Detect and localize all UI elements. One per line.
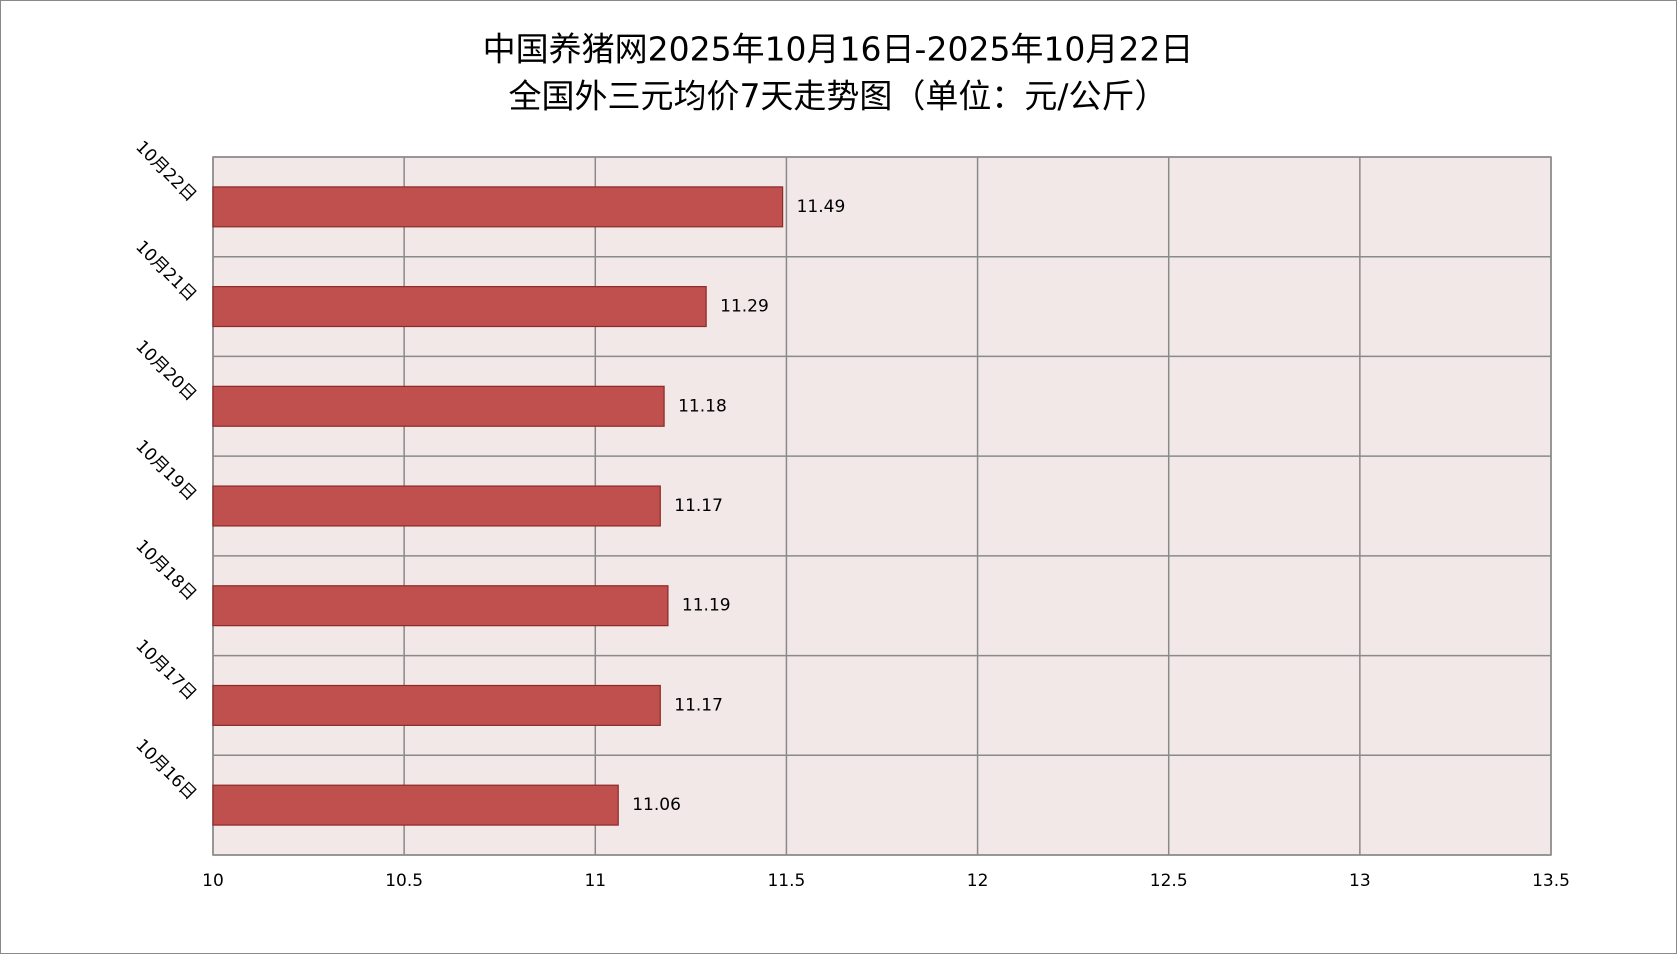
bar — [212, 286, 707, 328]
value-label: 11.18 — [678, 396, 727, 416]
value-label: 11.06 — [632, 795, 681, 815]
x-tick-label: 12.5 — [1150, 871, 1188, 891]
chart-title: 全国外三元均价7天走势图（单位：元/公斤） — [508, 77, 1167, 116]
value-label: 11.29 — [720, 297, 769, 317]
bar — [212, 684, 661, 726]
bar — [212, 385, 665, 427]
x-tick-label: 10.5 — [385, 871, 423, 891]
x-tick-label: 12 — [967, 871, 989, 891]
bar — [212, 585, 669, 627]
x-tick-label: 11.5 — [767, 871, 805, 891]
bar — [212, 186, 784, 228]
x-tick-label: 13.5 — [1532, 871, 1570, 891]
x-tick-label: 13 — [1349, 871, 1371, 891]
value-label: 11.17 — [674, 695, 723, 715]
bar — [212, 485, 661, 527]
value-label: 11.17 — [674, 496, 723, 516]
x-tick-label: 11 — [584, 871, 606, 891]
value-label: 11.19 — [682, 596, 731, 616]
chart-title: 中国养猪网2025年10月16日-2025年10月22日 — [483, 30, 1194, 69]
bar — [212, 784, 619, 826]
x-tick-label: 10 — [202, 871, 224, 891]
value-label: 11.49 — [797, 197, 846, 217]
